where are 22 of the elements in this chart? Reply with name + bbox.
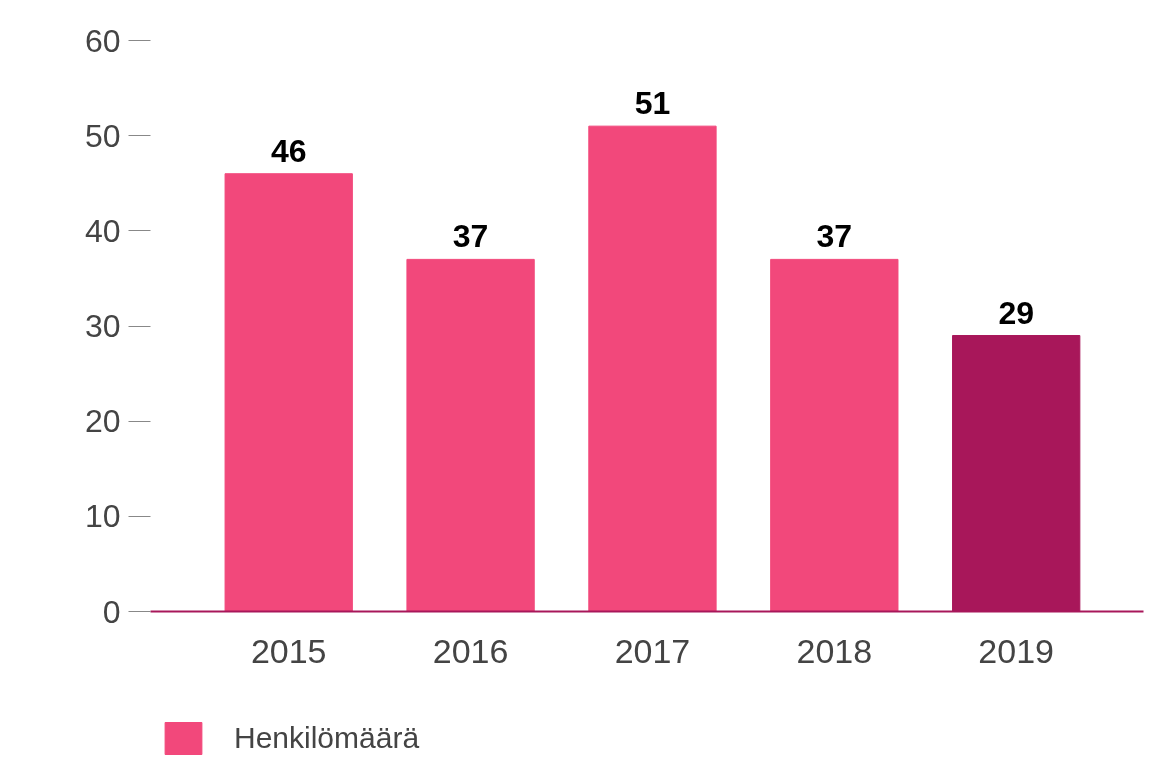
- y-tick-label: 20: [84, 403, 121, 440]
- bar: [770, 258, 899, 612]
- data-label: 46: [270, 132, 307, 169]
- y-tick-label: 50: [84, 117, 121, 154]
- bar: [224, 173, 353, 612]
- x-tick-label: 2016: [432, 631, 509, 670]
- data-label: 37: [452, 218, 489, 255]
- x-tick-label: 2015: [250, 631, 327, 670]
- data-label: 29: [998, 294, 1034, 331]
- y-tick-label: 10: [84, 498, 121, 535]
- legend-label: Henkilömäärä: [234, 721, 420, 755]
- y-tick-label: 60: [84, 22, 121, 59]
- bar: [406, 258, 535, 612]
- data-label: 37: [816, 218, 853, 255]
- x-tick-label: 2018: [796, 631, 873, 670]
- x-tick-label: 2017: [614, 631, 691, 670]
- y-tick-label: 0: [102, 593, 121, 630]
- data-label: 51: [634, 85, 671, 122]
- y-tick-label: 30: [84, 308, 121, 344]
- x-tick-label: 2019: [978, 631, 1055, 670]
- bar: [588, 125, 717, 612]
- y-tick-label: 40: [84, 212, 121, 249]
